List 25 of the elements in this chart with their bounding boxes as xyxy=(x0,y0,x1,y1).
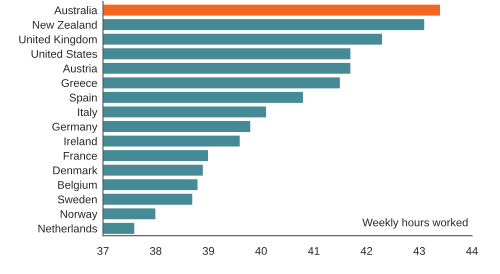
y-tick-label: Belgium xyxy=(58,180,97,192)
x-tick-label: 42 xyxy=(360,247,372,255)
y-tick-label: United States xyxy=(32,50,98,58)
x-tick-label: 39 xyxy=(202,247,214,255)
y-tick-label: Australia xyxy=(54,6,98,14)
annotation: Weekly hours worked xyxy=(362,218,468,229)
y-tick-label: United Kingdom xyxy=(19,35,97,46)
y-tick-label: Ireland xyxy=(64,137,97,146)
y-tick-label: France xyxy=(64,152,97,160)
x-tick-label: 44 xyxy=(466,247,478,255)
y-tick-label: Greece xyxy=(62,79,97,87)
y-tick-label: Italy xyxy=(78,108,98,118)
y-tick-label: Sweden xyxy=(58,195,97,204)
y-tick-label: Norway xyxy=(60,210,98,220)
y-tick-label: Netherlands xyxy=(38,224,98,232)
y-tick-label: Austria xyxy=(62,64,98,72)
y-tick-label: Germany xyxy=(52,122,98,133)
x-tick-label: 41 xyxy=(308,247,320,255)
x-tick-label: 43 xyxy=(413,247,425,255)
x-tick-label: 40 xyxy=(255,247,267,255)
y-tick-label: Denmark xyxy=(53,166,98,174)
y-tick-label: New Zealand xyxy=(32,20,97,29)
x-tick-label: 38 xyxy=(150,247,162,255)
x-tick-label: 37 xyxy=(97,247,109,255)
y-tick-label: Spain xyxy=(70,93,97,104)
